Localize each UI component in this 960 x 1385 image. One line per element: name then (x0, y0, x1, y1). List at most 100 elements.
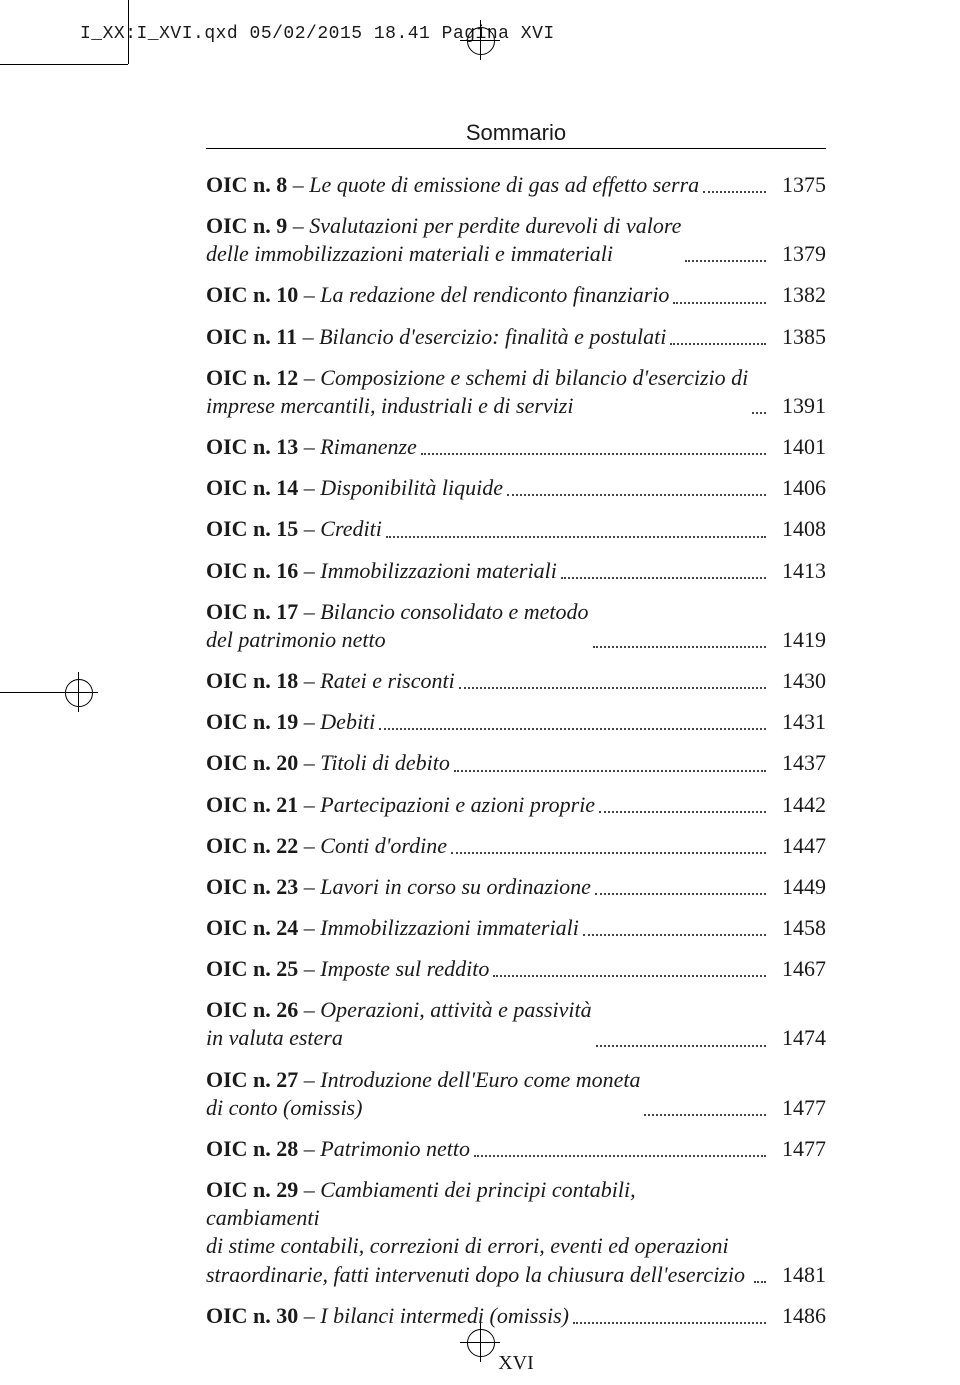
leader-dots (670, 343, 766, 345)
leader-dots (459, 687, 766, 689)
toc-entry: OIC n. 30 – I bilanci intermedi (omissis… (206, 1302, 826, 1330)
toc-entry: OIC n. 11 – Bilancio d'esercizio: finali… (206, 323, 826, 351)
toc-entry-label: OIC n. 8 (206, 172, 287, 197)
leader-dots (703, 191, 766, 193)
toc-entry-label: OIC n. 12 (206, 365, 298, 390)
toc-entry: OIC n. 8 – Le quote di emissione di gas … (206, 171, 826, 199)
leader-dots (685, 260, 766, 262)
toc-entry: OIC n. 19 – Debiti1431 (206, 708, 826, 736)
toc-entry-title: Conti d'ordine (320, 833, 447, 858)
toc-entry-label: OIC n. 27 (206, 1067, 298, 1092)
toc-entry-label: OIC n. 20 (206, 750, 298, 775)
toc-entry-text: OIC n. 10 – La redazione del rendiconto … (206, 281, 669, 309)
toc-entry-title: Patrimonio netto (320, 1136, 470, 1161)
leader-dots (673, 302, 766, 304)
toc-entry-page: 1379 (770, 240, 826, 268)
toc-entry-text: OIC n. 15 – Crediti (206, 515, 382, 543)
toc-entry-title: Disponibilità liquide (320, 475, 503, 500)
toc-entry-page: 1437 (770, 749, 826, 777)
toc-entry-page: 1477 (770, 1135, 826, 1163)
toc-entry-text: OIC n. 19 – Debiti (206, 708, 375, 736)
toc-entry: OIC n. 23 – Lavori in corso su ordinazio… (206, 873, 826, 901)
toc-entry: OIC n. 28 – Patrimonio netto 1477 (206, 1135, 826, 1163)
toc-entry: OIC n. 10 – La redazione del rendiconto … (206, 281, 826, 309)
toc-entry-title: Rimanenze (320, 434, 417, 459)
toc-entry-continuation: di stime contabili, correzioni di errori… (206, 1232, 750, 1288)
toc-entry-page: 1474 (770, 1024, 826, 1052)
toc-entry-label: OIC n. 18 (206, 668, 298, 693)
toc-entry: OIC n. 27 – Introduzione dell'Euro come … (206, 1066, 826, 1122)
toc-entry-page: 1408 (770, 515, 826, 543)
leader-dots (644, 1114, 766, 1116)
toc-entry-label: OIC n. 16 (206, 558, 298, 583)
folio: XVI (206, 1352, 826, 1375)
toc-entry-text: OIC n. 23 – Lavori in corso su ordinazio… (206, 873, 591, 901)
toc-entry-label: OIC n. 22 (206, 833, 298, 858)
toc-entry-label: OIC n. 10 (206, 282, 298, 307)
toc-entry-title: I bilanci intermedi (omissis) (320, 1303, 569, 1328)
toc-entry-title: Titoli di debito (320, 750, 450, 775)
toc-entry-text: OIC n. 28 – Patrimonio netto (206, 1135, 470, 1163)
toc-entry-continuation: del patrimonio netto (206, 626, 589, 654)
toc-entry-page: 1391 (770, 392, 826, 420)
toc-entry-continuation: delle immobilizzazioni materiali e immat… (206, 240, 681, 268)
toc-entry-page: 1385 (770, 323, 826, 351)
toc-entry-title: Operazioni, attività e passività (320, 997, 591, 1022)
page: I_XX:I_XVI.qxd 05/02/2015 18.41 Pagina X… (0, 0, 960, 1385)
toc-entry-title: Immobilizzazioni materiali (320, 558, 557, 583)
leader-dots (596, 1045, 766, 1047)
toc-entry-text: OIC n. 30 – I bilanci intermedi (omissis… (206, 1302, 569, 1330)
toc-entry-page: 1442 (770, 791, 826, 819)
toc-entry-text: OIC n. 27 – Introduzione dell'Euro come … (206, 1066, 640, 1122)
section-title: Sommario (206, 120, 826, 146)
toc-entry-page: 1481 (770, 1261, 826, 1289)
toc-entry: OIC n. 24 – Immobilizzazioni immateriali… (206, 914, 826, 942)
toc-entry-title: Introduzione dell'Euro come moneta (320, 1067, 640, 1092)
leader-dots (474, 1155, 766, 1157)
toc-entry-page: 1458 (770, 914, 826, 942)
toc-entry-text: OIC n. 26 – Operazioni, attività e passi… (206, 996, 592, 1052)
toc-entry: OIC n. 22 – Conti d'ordine1447 (206, 832, 826, 860)
toc-entry-title: Partecipazioni e azioni proprie (320, 792, 595, 817)
toc-entry-text: OIC n. 21 – Partecipazioni e azioni prop… (206, 791, 595, 819)
toc-entry: OIC n. 25 – Imposte sul reddito1467 (206, 955, 826, 983)
toc-entry-text: OIC n. 29 – Cambiamenti dei principi con… (206, 1176, 750, 1289)
toc-entry-label: OIC n. 21 (206, 792, 298, 817)
toc-entry-text: OIC n. 16 – Immobilizzazioni materiali (206, 557, 557, 585)
toc-entry-page: 1477 (770, 1094, 826, 1122)
toc-entry-label: OIC n. 26 (206, 997, 298, 1022)
toc-entry-text: OIC n. 24 – Immobilizzazioni immateriali (206, 914, 579, 942)
toc-entry-title: Svalutazioni per perdite durevoli di val… (309, 213, 681, 238)
leader-dots (493, 975, 766, 977)
leader-dots (754, 1281, 766, 1283)
toc-entry-label: OIC n. 14 (206, 475, 298, 500)
toc-entry-text: OIC n. 11 – Bilancio d'esercizio: finali… (206, 323, 666, 351)
toc-entry-text: OIC n. 8 – Le quote di emissione di gas … (206, 171, 699, 199)
toc-entry: OIC n. 12 – Composizione e schemi di bil… (206, 364, 826, 420)
toc-entry-title: Immobilizzazioni immateriali (320, 915, 579, 940)
toc-entry: OIC n. 20 – Titoli di debito1437 (206, 749, 826, 777)
toc-entry: OIC n. 9 – Svalutazioni per perdite dure… (206, 212, 826, 268)
toc-entry-continuation: imprese mercantili, industriali e di ser… (206, 392, 748, 420)
toc-entry-page: 1430 (770, 667, 826, 695)
toc-entry-label: OIC n. 23 (206, 874, 298, 899)
toc-entry: OIC n. 17 – Bilancio consolidato e metod… (206, 598, 826, 654)
leader-dots (421, 453, 766, 455)
toc-entry-label: OIC n. 13 (206, 434, 298, 459)
toc-entry-text: OIC n. 22 – Conti d'ordine (206, 832, 447, 860)
toc-entry-label: OIC n. 25 (206, 956, 298, 981)
toc-entry-continuation: in valuta estera (206, 1024, 592, 1052)
toc-entry-title: La redazione del rendiconto finanziario (320, 282, 669, 307)
toc-entry: OIC n. 14 – Disponibilità liquide1406 (206, 474, 826, 502)
leader-dots (573, 1322, 766, 1324)
leader-dots (599, 811, 766, 813)
toc-entry-page: 1419 (770, 626, 826, 654)
leader-dots (583, 934, 766, 936)
toc-entry-continuation: di conto (omissis) (206, 1094, 640, 1122)
toc-entry: OIC n. 26 – Operazioni, attività e passi… (206, 996, 826, 1052)
toc-entry-title: Ratei e risconti (320, 668, 454, 693)
leader-dots (593, 646, 766, 648)
toc-entry-label: OIC n. 28 (206, 1136, 298, 1161)
toc-entry: OIC n. 29 – Cambiamenti dei principi con… (206, 1176, 826, 1289)
leader-dots (451, 852, 766, 854)
